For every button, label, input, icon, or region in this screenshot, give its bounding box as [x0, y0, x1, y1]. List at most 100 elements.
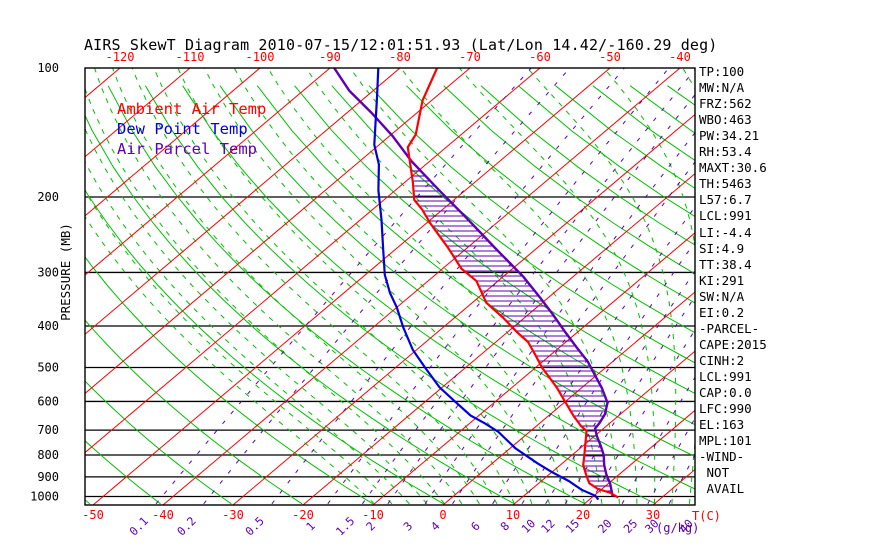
mixing-ratio-tick: 0.5	[242, 514, 267, 539]
isotherm-line	[442, 291, 695, 505]
isotherm-line	[85, 68, 401, 335]
moist-adiabat-line	[267, 68, 585, 504]
chart-title: AIRS SkewT Diagram 2010-07-15/12:01:51.9…	[84, 36, 718, 54]
dry-adiabat-line	[742, 86, 870, 504]
dry-adiabat-line	[85, 114, 515, 505]
moist-adiabat-line	[85, 87, 445, 505]
dry-adiabat-line	[182, 85, 695, 490]
top-temp-tick: -120	[106, 50, 135, 64]
legend-ambient-air-temp: Ambient Air Temp	[117, 100, 267, 118]
mixing-ratio-line	[361, 68, 695, 505]
legend-dew-point-temp: Dew Point Temp	[117, 120, 248, 138]
bottom-temp-tick: 30	[646, 508, 660, 522]
sounding-curves	[333, 68, 619, 501]
mixing-ratio-tick: 10	[519, 516, 539, 536]
legend-air-parcel-temp: Air Parcel Temp	[117, 140, 257, 158]
mixing-ratio-line	[545, 270, 695, 505]
mixing-ratio-lines	[155, 68, 870, 505]
dry-adiabat-line	[294, 85, 695, 394]
dry-adiabat-line	[144, 85, 657, 505]
isotherm-line	[92, 68, 611, 505]
dry-adiabat-line	[85, 189, 444, 505]
mixing-ratio-line	[155, 68, 532, 505]
moist-adiabat-line	[724, 59, 768, 504]
mixing-ratio-tick: 25	[621, 516, 641, 536]
mixing-ratio-line	[203, 68, 571, 505]
mixing-ratio-line	[327, 68, 670, 505]
bottom-temp-tick: 10	[506, 508, 520, 522]
top-temp-tick: -60	[529, 50, 551, 64]
top-temp-tick: -40	[669, 50, 691, 64]
dry-adiabat-line	[331, 85, 695, 364]
pressure-tick: 400	[37, 319, 59, 333]
moist-adiabat-line	[177, 68, 533, 504]
bottom-temp-tick: -40	[152, 508, 174, 522]
mixing-ratio-line	[589, 329, 695, 505]
dry-adiabat-line	[85, 499, 91, 505]
moist-adiabat-line	[526, 68, 677, 504]
mixing-ratio-tick: 0.1	[126, 514, 151, 539]
isotherm-line	[85, 68, 191, 158]
moist-adiabat-line	[233, 68, 568, 504]
mixing-ratio-line	[564, 295, 695, 505]
bottom-temp-tick: -50	[82, 508, 104, 522]
top-temp-tick: -50	[599, 50, 621, 64]
pressure-tick: 700	[37, 423, 59, 437]
top-temp-tick: -80	[389, 50, 411, 64]
isotherm-line	[85, 68, 541, 454]
temp-unit-label: T(C)	[692, 509, 721, 523]
isotherm-line	[512, 350, 695, 505]
mixing-ratio-line	[647, 417, 695, 505]
bottom-temp-tick: 0	[439, 508, 446, 522]
mixing-ratio-tick: 3	[400, 519, 415, 534]
moist-adiabat-line	[153, 68, 515, 505]
top-temp-tick: -110	[176, 50, 205, 64]
moist-adiabat-line	[85, 160, 410, 505]
bottom-temp-tick: 20	[576, 508, 590, 522]
bottom-temp-tick: -30	[222, 508, 244, 522]
mixing-ratio-tick: 20	[595, 516, 615, 536]
mixing-ratio-tick: 12	[538, 516, 558, 536]
dry-adiabat-line	[0, 86, 19, 504]
moist-adiabat-line	[131, 68, 498, 505]
air-parcel-temp-curve	[333, 68, 614, 497]
dry-adiabat-line	[517, 85, 695, 218]
moist-adiabat-line	[93, 68, 463, 505]
bottom-temp-tick: -10	[362, 508, 384, 522]
isotherm-line	[85, 68, 471, 395]
mixing-unit-label: (g/kg)	[656, 521, 699, 535]
moist-adiabat-line	[85, 127, 428, 505]
pressure-tick: 200	[37, 190, 59, 204]
mixing-ratio-line	[703, 68, 870, 504]
dry-adiabat-line	[85, 380, 232, 505]
dry-adiabat-line	[592, 85, 695, 162]
pressure-tick: 1000	[30, 490, 59, 504]
top-temp-tick: -100	[246, 50, 275, 64]
pressure-tick: 800	[37, 448, 59, 462]
moist-adiabat-line	[458, 68, 656, 504]
dry-adiabat-line	[256, 85, 695, 426]
mixing-ratio-tick: 1.5	[333, 514, 358, 539]
mixing-ratio-tick: 6	[468, 519, 483, 534]
moist-adiabat-line	[682, 68, 695, 91]
dry-adiabat-line	[85, 440, 161, 505]
top-temp-tick: -90	[319, 50, 341, 64]
dry-adiabat-line	[85, 319, 303, 505]
moist-adiabat-line	[742, 59, 814, 504]
pressure-tick: 300	[37, 265, 59, 279]
dry-adiabat-line	[705, 86, 870, 504]
dew-point-temp-curve	[373, 68, 600, 501]
dry-adiabat-line	[368, 85, 695, 334]
moist-adiabat-line	[85, 189, 393, 505]
isotherm-line	[652, 468, 695, 505]
isotherm-line	[302, 172, 695, 505]
mixing-ratio-line	[387, 93, 695, 505]
dry-adiabat-line	[443, 85, 695, 275]
pressure-tick: 100	[37, 61, 59, 75]
mixing-ratio-line	[492, 206, 695, 505]
dry-adiabat-line	[629, 85, 695, 134]
isotherm-line	[582, 409, 695, 505]
dry-adiabat-line	[667, 85, 695, 106]
moist-adiabat-line	[400, 68, 638, 504]
